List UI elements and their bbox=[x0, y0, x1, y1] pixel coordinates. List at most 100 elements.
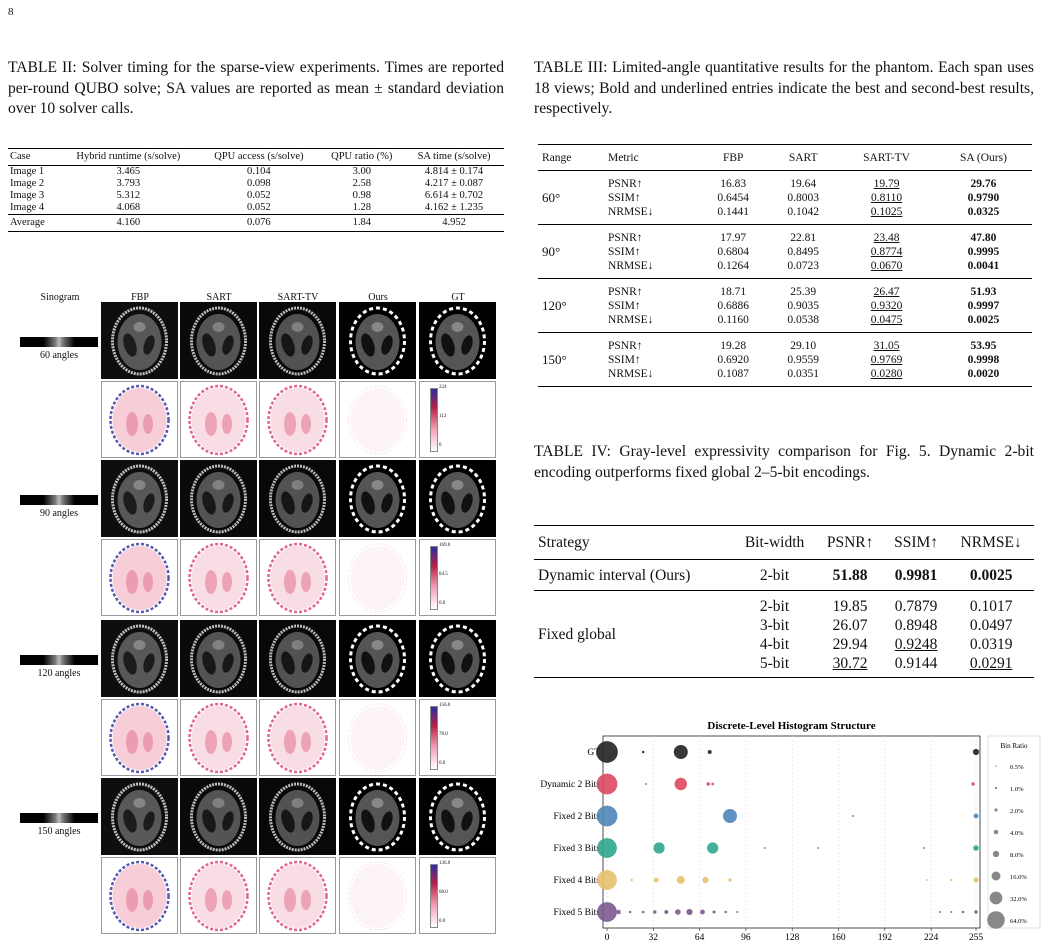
figure-column-header: Sinogram bbox=[40, 292, 80, 303]
table-cell: 0.9144 bbox=[894, 654, 938, 672]
error-map-image bbox=[101, 539, 178, 616]
table-cell: 31.05 bbox=[873, 339, 900, 352]
histogram-point bbox=[724, 910, 727, 914]
table-row: Image 1 3.465 0.104 3.00 4.814 ± 0.174 bbox=[8, 166, 504, 179]
table3-header: FBP bbox=[722, 151, 744, 164]
legend-label: 0.5% bbox=[1010, 764, 1024, 771]
reconstruction-image bbox=[101, 620, 178, 697]
table-cell: 6.614 ± 0.702 bbox=[424, 190, 484, 201]
sinogram-image bbox=[20, 495, 98, 505]
reconstruction-image bbox=[339, 620, 416, 697]
table-row: 90° PSNR↑ 17.97 22.81 23.48 47.80 bbox=[538, 225, 1032, 259]
table4-header: Bit-width bbox=[744, 534, 805, 551]
table-cell: 4-bit bbox=[759, 635, 790, 653]
error-map-image bbox=[259, 381, 336, 458]
table-cell: 0.052 bbox=[247, 202, 271, 213]
table-row: 60° PSNR↑ 16.83 19.64 19.79 29.76 bbox=[538, 171, 1032, 205]
table-cell: 0.1025 bbox=[870, 205, 903, 218]
table4-header: Strategy bbox=[538, 534, 590, 551]
table-cell: 0.0025 bbox=[969, 566, 1013, 584]
sinogram-image bbox=[20, 655, 98, 665]
table-cell: Average bbox=[10, 217, 45, 228]
table-cell: 0.1264 bbox=[717, 259, 750, 272]
legend-marker bbox=[994, 786, 998, 790]
histogram-point bbox=[925, 879, 928, 881]
table-row: NRMSE↓ 0.1441 0.1042 0.1025 0.0325 bbox=[538, 205, 1032, 225]
error-map-image bbox=[339, 857, 416, 934]
row-label: 150 angles bbox=[37, 826, 81, 837]
table-cell: 0.1017 bbox=[969, 597, 1013, 615]
reconstruction-image bbox=[180, 620, 257, 697]
y-category-label: Dynamic 2 Bits bbox=[540, 780, 600, 790]
error-map-image bbox=[339, 381, 416, 458]
table3-header: SART-TV bbox=[863, 151, 910, 164]
legend-label: 4.0% bbox=[1010, 830, 1024, 837]
table-cell: 0.1160 bbox=[717, 313, 749, 326]
error-map-image bbox=[180, 381, 257, 458]
table-cell: 5-bit bbox=[759, 654, 790, 672]
table-row: SSIM↑ 0.6454 0.8003 0.8110 0.9790 bbox=[538, 191, 1032, 205]
table-cell: 0.0475 bbox=[870, 313, 903, 326]
error-map-image bbox=[339, 699, 416, 776]
histogram-point bbox=[852, 815, 854, 817]
row-label: 120 angles bbox=[37, 668, 81, 679]
legend-marker bbox=[993, 829, 999, 835]
table-cell: 26.07 bbox=[832, 616, 868, 634]
table4-header: SSIM↑ bbox=[894, 534, 939, 551]
table-cell: 17.97 bbox=[720, 231, 747, 244]
histogram-point bbox=[707, 750, 712, 754]
histogram-point bbox=[728, 878, 732, 882]
legend-label: 16.0% bbox=[1010, 874, 1027, 881]
table-cell: 29.10 bbox=[790, 339, 817, 352]
table-cell: 2.58 bbox=[352, 178, 371, 189]
table-cell: 2-bit bbox=[759, 566, 790, 584]
legend-label: 64.0% bbox=[1010, 918, 1027, 925]
figure-column-header: GT bbox=[451, 292, 465, 303]
colorbar-tick-label: 78.0 bbox=[439, 732, 448, 737]
table3-header: Metric bbox=[608, 151, 639, 164]
histogram-point bbox=[686, 908, 693, 916]
table-cell: 0.8110 bbox=[870, 191, 903, 204]
table-cell: 18.71 bbox=[720, 285, 747, 298]
table-cell: 3.793 bbox=[116, 178, 141, 189]
table-cell: 53.95 bbox=[970, 339, 997, 352]
colorbar-tick-label: 0.0 bbox=[439, 761, 446, 766]
histogram-point bbox=[938, 911, 941, 913]
legend-label: 8.0% bbox=[1010, 852, 1024, 859]
table-cell: 19.79 bbox=[873, 177, 900, 190]
histogram-point bbox=[950, 878, 953, 882]
table2-average-row: Average 4.160 0.076 1.84 4.952 bbox=[8, 214, 504, 232]
colorbar-tick-label: 0.0 bbox=[439, 601, 446, 606]
x-tick-label: 160 bbox=[831, 933, 846, 943]
table-cell: 0.9035 bbox=[787, 299, 819, 312]
table-cell: 0.7879 bbox=[894, 597, 938, 615]
table-cell: NRMSE↓ bbox=[608, 205, 654, 218]
table-cell: 0.0351 bbox=[787, 367, 819, 380]
reconstruction-image bbox=[419, 460, 496, 537]
histogram-point bbox=[711, 782, 715, 786]
legend-marker bbox=[987, 911, 1005, 929]
table-cell: 4.160 bbox=[116, 217, 141, 228]
colorbar-tick-label: 136.0 bbox=[439, 861, 451, 866]
reconstruction-image bbox=[339, 778, 416, 855]
histogram-point bbox=[641, 750, 645, 754]
table4-caption: TABLE IV: Gray-level expressivity compar… bbox=[534, 443, 1034, 481]
page-number: 8 bbox=[8, 6, 14, 18]
colorbar bbox=[430, 864, 438, 928]
table-cell: 0.98 bbox=[352, 190, 371, 201]
table-cell: 0.0291 bbox=[969, 654, 1013, 672]
reconstruction-image bbox=[259, 778, 336, 855]
y-category-label: GT bbox=[587, 748, 600, 758]
histogram-point bbox=[628, 910, 632, 914]
table-cell: NRMSE↓ bbox=[608, 259, 654, 272]
table2-caption: TABLE II: Solver timing for the sparse-v… bbox=[8, 59, 504, 117]
table3-header: SART bbox=[788, 151, 818, 164]
table-cell: 16.83 bbox=[720, 177, 747, 190]
table-cell: 0.0319 bbox=[969, 635, 1013, 653]
error-map-image bbox=[259, 857, 336, 934]
colorbar bbox=[430, 706, 438, 770]
legend-label: 2.0% bbox=[1010, 808, 1024, 815]
histogram-point bbox=[616, 909, 621, 915]
histogram-point bbox=[961, 910, 965, 914]
row-label: 60 angles bbox=[39, 350, 79, 361]
